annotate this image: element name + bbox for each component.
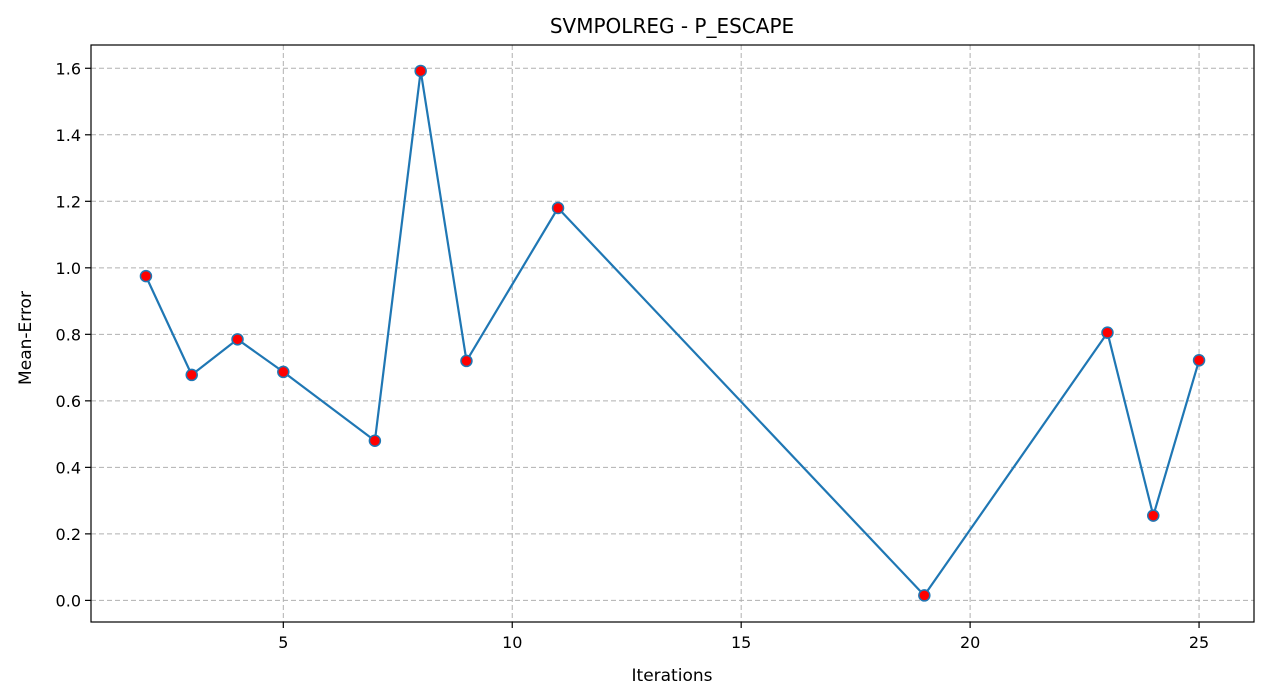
- x-tick-label: 25: [1189, 633, 1209, 652]
- data-point: [1192, 354, 1206, 367]
- series-layer: [139, 64, 1206, 602]
- y-tick-label: 0.6: [56, 392, 81, 411]
- x-axis-label: Iterations: [632, 666, 713, 686]
- x-tick-label: 20: [960, 633, 980, 652]
- series-line: [144, 69, 1201, 597]
- data-point: [414, 64, 427, 78]
- plot-frame: [90, 44, 1255, 623]
- data-point: [460, 354, 473, 368]
- y-tick-label: 0.4: [56, 458, 81, 477]
- data-point: [185, 368, 198, 382]
- x-tick-label: 15: [731, 633, 751, 652]
- data-point: [1101, 326, 1114, 339]
- y-axis-label: Mean-Error: [16, 291, 36, 385]
- grid: [91, 45, 1254, 622]
- y-tick-label: 0.0: [56, 591, 81, 610]
- chart-title: SVMPOLREG - P_ESCAPE: [550, 14, 794, 38]
- x-tick-label: 5: [278, 633, 288, 652]
- y-axis: 0.0 0.2 0.4 0.6 0.8 1.0 1.2 1.4 1.6: [56, 59, 91, 610]
- x-axis: 5 10 15 20 25: [278, 622, 1209, 652]
- data-point: [918, 589, 931, 602]
- y-tick-label: 1.0: [56, 259, 81, 278]
- y-tick-label: 1.2: [56, 192, 81, 211]
- data-point: [368, 434, 382, 448]
- y-tick-label: 0.2: [56, 525, 81, 544]
- y-tick-label: 1.4: [56, 126, 81, 145]
- data-point: [551, 201, 565, 215]
- x-tick-label: 10: [502, 633, 522, 652]
- y-tick-label: 0.8: [56, 325, 81, 344]
- data-point: [1147, 509, 1160, 522]
- data-point: [277, 365, 290, 379]
- y-tick-label: 1.6: [56, 59, 81, 78]
- data-point: [139, 269, 153, 283]
- data-point: [231, 333, 244, 346]
